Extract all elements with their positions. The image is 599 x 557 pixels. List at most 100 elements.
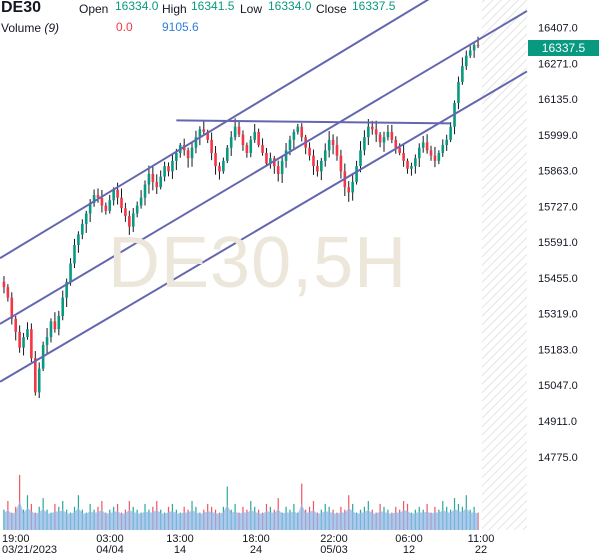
candle-body [323, 150, 327, 161]
candle-body [269, 158, 272, 164]
candle-body [241, 134, 245, 146]
candle-body [378, 134, 382, 143]
candle-body [367, 126, 370, 138]
volume-ma-area [3, 501, 479, 530]
date-tick-label: 04/04 [96, 544, 124, 556]
candle-body [6, 287, 10, 298]
candle-body [414, 158, 417, 167]
candle-body [300, 126, 304, 138]
time-tick-label: 19:00 [2, 533, 30, 545]
time-tick-label: 03:00 [96, 533, 124, 545]
symbol-title[interactable]: DE30 [1, 0, 42, 16]
time-tick-label: 18:00 [242, 533, 270, 545]
close-label: Close [316, 2, 347, 16]
candle-body [276, 166, 280, 175]
candle-body [374, 129, 378, 135]
candle-body [331, 139, 335, 146]
candle-body [2, 281, 6, 288]
candle-body [143, 184, 147, 198]
candle-body [476, 45, 480, 47]
price-tick-label: 16135.0 [538, 94, 578, 106]
candle-body [14, 318, 18, 332]
candle-body [194, 137, 198, 148]
price-tick-label: 15455.0 [538, 273, 578, 285]
candle-body [30, 329, 33, 359]
candle-body [92, 195, 96, 203]
candle-body [363, 137, 366, 151]
candle-body [265, 152, 268, 164]
price-axis[interactable]: 16407.0 16271.0 16135.0 15999.0 15863.0 15727… [538, 23, 578, 464]
candle-body [335, 145, 339, 156]
open-label: Open [79, 2, 109, 16]
candle-body [171, 160, 174, 172]
candle-body [437, 152, 441, 161]
candle-layer [2, 36, 480, 399]
candle-body [175, 152, 178, 161]
candle-body [100, 197, 104, 206]
candle-body [104, 205, 108, 211]
candle-body [84, 213, 88, 224]
candle-body [421, 142, 425, 148]
candle-body [237, 126, 241, 135]
candle-body [316, 166, 319, 172]
change-value: 0.0 [116, 20, 133, 34]
low-value: 16334.0 [268, 0, 312, 13]
candle-body [26, 329, 29, 338]
candle-body [151, 174, 155, 182]
date-tick-label: 05/03 [320, 544, 348, 556]
symbol-watermark: DE30,5H [108, 223, 408, 303]
volume-label[interactable]: Volume (9) [1, 21, 59, 35]
candle-body [386, 131, 390, 138]
horizontal-resistance-line [176, 119, 451, 125]
price-tick-label: 15999.0 [538, 130, 578, 142]
candle-body [398, 147, 401, 153]
candle-body [210, 139, 213, 153]
candle-body [402, 152, 405, 161]
volume-bar [3, 509, 5, 530]
candle-body [355, 166, 358, 182]
candle-body [320, 160, 323, 172]
candle-body [433, 155, 437, 161]
price-tick-label: 15183.0 [538, 344, 578, 356]
candle-body [57, 316, 61, 330]
date-tick-label: 22 [475, 544, 487, 556]
candle-body [124, 208, 127, 217]
candle-body [445, 139, 448, 146]
candle-body [449, 126, 452, 140]
future-area-hatch [482, 0, 527, 530]
candle-body [128, 216, 131, 227]
price-tick-label: 15591.0 [538, 237, 578, 249]
drawing-layer[interactable] [0, 0, 528, 383]
candle-body [327, 139, 331, 151]
candle-body [253, 131, 257, 140]
candle-body [218, 166, 221, 172]
candle-body [34, 358, 37, 393]
date-tick-label: 12 [403, 544, 415, 556]
time-tick-label: 22:00 [320, 533, 348, 545]
candle-body [382, 137, 386, 143]
candle-body [147, 174, 151, 185]
candle-body [163, 166, 166, 177]
candle-body [406, 160, 409, 169]
candle-body [73, 245, 76, 264]
price-tick-label: 15863.0 [538, 166, 578, 178]
candle-body [390, 131, 394, 140]
candle-body [120, 197, 123, 209]
candle-body [370, 126, 374, 130]
candle-body [167, 166, 170, 172]
candle-body [225, 147, 229, 161]
candle-body [410, 166, 413, 169]
volume-label-text: Volume [1, 21, 42, 35]
time-tick-label: 06:00 [395, 533, 423, 545]
candle-body [198, 129, 202, 138]
price-tick-label: 16407.0 [538, 23, 578, 35]
trend-channel-line [0, 10, 528, 325]
candle-body [10, 297, 14, 319]
candle-body [49, 321, 53, 338]
candle-body [461, 66, 464, 82]
candle-body [65, 281, 68, 298]
candle-body [186, 150, 190, 159]
candle-body [81, 223, 84, 235]
